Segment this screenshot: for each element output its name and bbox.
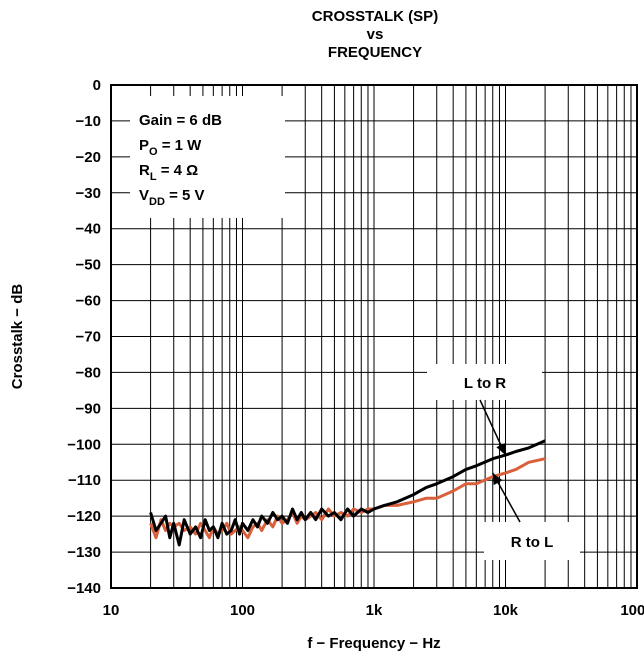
- y-tick-label: −70: [76, 329, 101, 346]
- y-tick-label: −120: [67, 508, 101, 525]
- y-axis-label: Crosstalk − dB: [9, 284, 26, 390]
- series-line-l-to-r: [149, 439, 546, 547]
- y-tick-label: 0: [93, 77, 101, 94]
- conditions-background: [130, 96, 285, 218]
- y-tick-label: −90: [76, 400, 101, 417]
- y-tick-label: −10: [76, 113, 101, 130]
- axis-labels: f − Frequency − Hz Crosstalk − dB: [9, 284, 441, 652]
- condition-line: RL = 4 Ω: [139, 162, 198, 183]
- x-tick-label: 1k: [366, 602, 383, 619]
- y-tick-label: −110: [68, 472, 101, 489]
- annotation-arrowhead: [492, 473, 503, 486]
- x-tick-label: 10: [103, 602, 120, 619]
- x-tick-label: 10k: [493, 602, 519, 619]
- chart-title-line: CROSSTALK (SP): [312, 8, 438, 25]
- chart-title-line: vs: [367, 26, 384, 43]
- annotation-label: R to L: [511, 534, 554, 551]
- condition-line: VDD = 5 V: [139, 187, 205, 208]
- grid: [110, 84, 638, 589]
- condition-line: Gain = 6 dB: [139, 112, 222, 129]
- annotation-label: L to R: [464, 375, 506, 392]
- chart-title-line: FREQUENCY: [328, 44, 422, 61]
- y-tick-label: −130: [67, 544, 101, 561]
- y-tick-label: −100: [67, 436, 101, 453]
- y-tick-label: −20: [76, 149, 101, 166]
- y-tick-label: −60: [76, 293, 101, 310]
- y-tick-label: −80: [76, 364, 101, 381]
- x-tick-label: 100k: [620, 602, 644, 619]
- annotation-background: [427, 364, 542, 400]
- y-tick-label: −50: [76, 257, 101, 274]
- annotation-arrowhead: [496, 442, 506, 456]
- y-tick-label: −140: [67, 580, 101, 597]
- tick-labels: 0 −10 −20 −30 −40 −50 −60 −70 −80 −90 −100 −110 −120…: [67, 77, 644, 619]
- series-group: [149, 439, 546, 547]
- annotation-background: [484, 522, 580, 560]
- conditions-box: Gain = 6 dB PO = 1 W RL = 4 Ω VDD = 5 V: [130, 96, 285, 218]
- x-tick-label: 100: [230, 602, 255, 619]
- y-tick-label: −30: [76, 185, 101, 202]
- x-axis-label: f − Frequency − Hz: [307, 635, 440, 652]
- y-tick-label: −40: [76, 221, 101, 238]
- condition-line: PO = 1 W: [139, 137, 202, 158]
- annotations: L to R R to L: [427, 364, 580, 560]
